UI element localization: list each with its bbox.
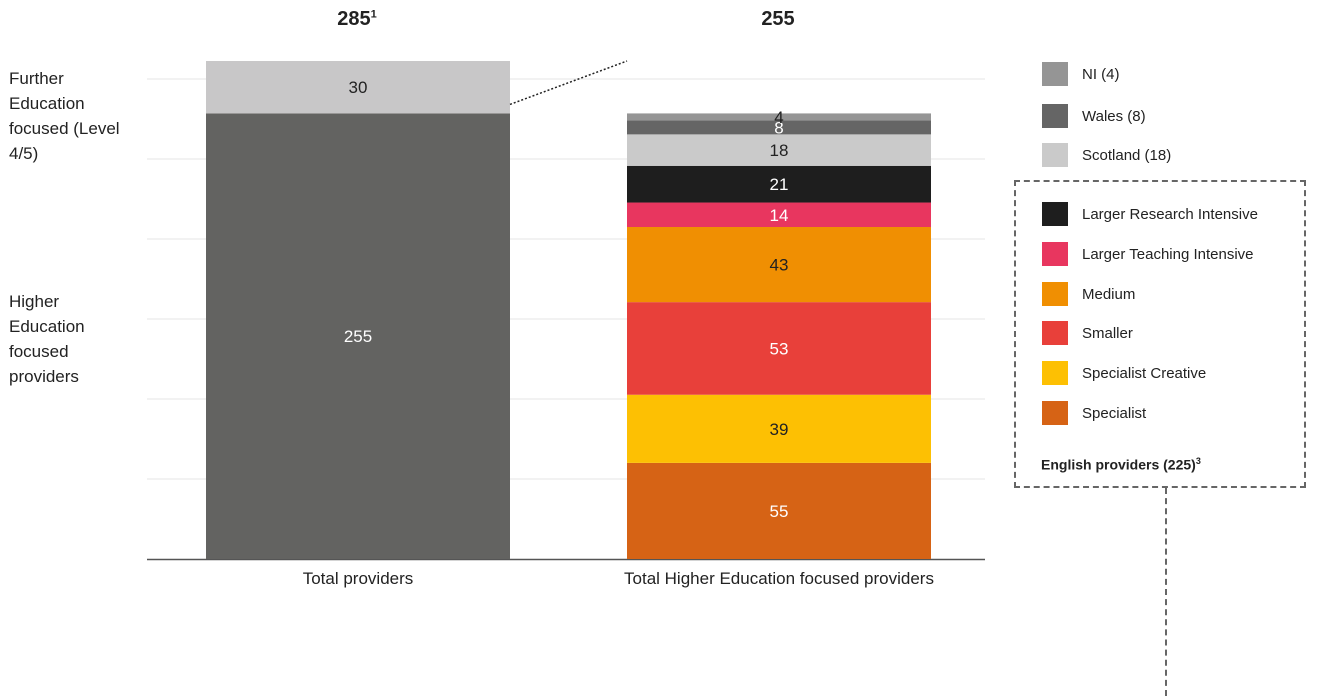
legend-item-specialist: Specialist	[1042, 401, 1146, 425]
legend-label: NI (4)	[1082, 65, 1120, 83]
higher-education-label: Higher Education focused providers	[9, 292, 85, 386]
legend-label: Specialist	[1082, 404, 1147, 422]
legend-label: Wales (8)	[1082, 107, 1146, 125]
legend-label: Scotland (18)	[1082, 146, 1172, 164]
further-education-label: Further Education focused (Level 4/5)	[9, 69, 120, 163]
bar-segment-higher-education-focused-providers	[206, 113, 510, 559]
bar-segment-ni	[627, 113, 931, 121]
bar-total-he-providers: 255	[761, 8, 795, 30]
bar-segment-wales	[627, 120, 931, 135]
legend-swatch	[1042, 62, 1068, 86]
bar-segment-specialist	[627, 462, 931, 559]
x-tick-label: Total providers	[303, 569, 414, 588]
data-label-specialist: 55	[770, 502, 789, 521]
bar-segment-scotland	[627, 134, 931, 166]
legend-item-specialist-creative: Specialist Creative	[1042, 361, 1206, 385]
bar-total-providers: 2851	[337, 8, 377, 30]
bar-segment-smaller	[627, 302, 931, 395]
legend-swatch	[1042, 202, 1068, 226]
legend-label: Larger Teaching Intensive	[1082, 245, 1254, 263]
legend-label: Larger Research Intensive	[1082, 205, 1258, 223]
legend-item-ni: NI (4)	[1042, 62, 1120, 86]
legend-swatch	[1042, 104, 1068, 128]
bar-segment-further-education-focused-level-4-5	[206, 61, 510, 114]
data-label-wales: 8	[774, 118, 783, 137]
english-providers-box	[1014, 180, 1306, 488]
zoom-connector-line	[509, 60, 628, 106]
legend-item-wales: Wales (8)	[1042, 104, 1146, 128]
data-label-ni: 4	[774, 108, 783, 127]
legend-item-medium: Medium	[1042, 282, 1135, 306]
legend-swatch	[1042, 143, 1068, 167]
english-providers-title: English providers (225)3	[1041, 456, 1201, 473]
legend-item-smaller: Smaller	[1042, 321, 1133, 345]
legend-swatch	[1042, 282, 1068, 306]
legend-label: Medium	[1082, 285, 1136, 303]
bar-segment-medium	[627, 227, 931, 303]
data-label-larger-research-intensive: 21	[770, 175, 789, 194]
legend-swatch	[1042, 242, 1068, 266]
data-label-specialist-creative: 39	[770, 420, 789, 439]
data-label-further-education-focused-level-4-5: 30	[349, 78, 368, 97]
legend-item-scotland: Scotland (18)	[1042, 143, 1171, 167]
legend-item-larger-teaching-intensive: Larger Teaching Intensive	[1042, 242, 1254, 266]
legend: NI (4) Wales (8) Scotland (18) Larger Re…	[1014, 0, 1322, 700]
stacked-bar-chart: 255 30 Total providers 55 39 53 43 14 21 18 84 Tota…	[147, 60, 985, 588]
legend-label: Specialist Creative	[1082, 364, 1207, 382]
bar-segment-larger-research-intensive	[627, 165, 931, 203]
legend-label: Smaller	[1082, 324, 1133, 342]
x-tick-label: Total Higher Education focused providers	[624, 569, 934, 588]
data-label-scotland: 18	[770, 141, 789, 160]
bar-segment-larger-teaching-intensive	[627, 202, 931, 227]
bar-segment-specialist-creative	[627, 394, 931, 463]
legend-swatch	[1042, 321, 1068, 345]
english-providers-connector	[1165, 488, 1167, 696]
data-label-medium: 43	[770, 256, 789, 275]
legend-swatch	[1042, 361, 1068, 385]
legend-swatch	[1042, 401, 1068, 425]
data-label-higher-education-focused-providers: 255	[344, 327, 372, 346]
legend-item-larger-research-intensive: Larger Research Intensive	[1042, 202, 1258, 226]
data-label-larger-teaching-intensive: 14	[770, 206, 789, 225]
data-label-smaller: 53	[770, 339, 789, 358]
